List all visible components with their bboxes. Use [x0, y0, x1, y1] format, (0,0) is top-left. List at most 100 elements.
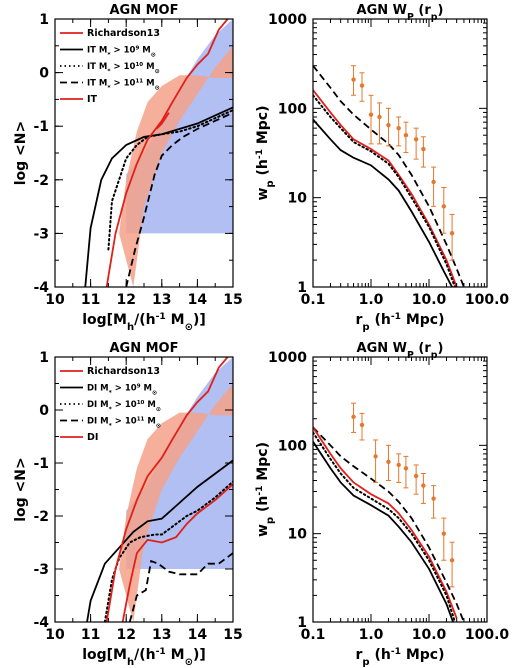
y-tick-label: 1 — [39, 12, 49, 28]
legend-label-part: * — [107, 68, 111, 75]
y-tick-label: 1000 — [268, 350, 307, 366]
data-point — [359, 422, 365, 428]
series-line-3 — [313, 118, 453, 287]
x-tick-label: 11 — [81, 292, 100, 308]
data-point — [449, 231, 455, 236]
error-bars — [351, 65, 455, 261]
y-axis-label: log <N> — [13, 121, 29, 186]
legend-label-part: > 10 — [111, 46, 136, 56]
data-point — [377, 114, 382, 120]
series-line-1 — [313, 426, 458, 619]
plot-frame — [312, 18, 488, 288]
series-line-2 — [121, 483, 233, 622]
y-axis-label-part: p — [265, 517, 276, 524]
panel-title-part: P — [407, 12, 414, 23]
data-point — [413, 137, 419, 142]
x-tick-label: 15 — [223, 292, 242, 308]
data-point — [441, 204, 447, 209]
x-axis-label-part: )] — [193, 647, 206, 663]
x-tick-label: 10 — [45, 627, 65, 643]
x-tick-label: 1.0 — [359, 292, 384, 308]
data-point — [449, 558, 455, 563]
y-axis-label-part: w — [255, 524, 271, 537]
data-point — [403, 133, 409, 138]
legend-label-part: 10 — [135, 62, 143, 68]
y-tick-label: 0 — [39, 403, 49, 419]
legend-label-part: ⊙ — [155, 84, 160, 91]
legend-label-part: M — [141, 384, 152, 394]
series-line-3 — [313, 441, 454, 622]
x-tick-label: 10.0 — [412, 292, 447, 308]
legend-label-part: M — [139, 46, 150, 56]
salmon-band — [119, 45, 233, 287]
panel-title: AGN WP (rp) — [357, 3, 444, 23]
panel-title-part: ) — [437, 341, 443, 356]
panel-title-part: AGN W — [357, 341, 407, 356]
data-point — [368, 112, 374, 117]
legend-label-part: 11 — [135, 79, 143, 85]
x-axis-label-part: h — [127, 657, 134, 668]
panel-title-part: ) — [437, 3, 443, 18]
legend-label-part: ⊙ — [156, 422, 161, 429]
x-axis-label-part: -1 — [156, 647, 166, 657]
x-axis-label-part: M — [166, 647, 185, 663]
x-axis-label-part: p — [362, 657, 369, 668]
y-axis-label-part: p — [265, 180, 276, 187]
x-tick-label: 13 — [152, 292, 171, 308]
y-tick-label: 100 — [278, 101, 307, 117]
x-axis-label-part: ⊙ — [185, 657, 193, 668]
y-tick-label: -2 — [33, 173, 49, 189]
data-point — [403, 466, 409, 471]
data-point — [441, 531, 447, 536]
data-point — [351, 414, 356, 420]
x-axis-label-part: M — [166, 312, 185, 328]
x-axis-label: rp (h-1 Mpc) — [355, 647, 444, 668]
x-tick-label: 13 — [152, 627, 171, 643]
data-point — [431, 496, 436, 501]
data-point — [431, 179, 436, 185]
series-line-1 — [103, 480, 233, 622]
data-point — [413, 473, 419, 479]
series-line-0 — [84, 106, 233, 287]
x-axis-label-part: /(h — [134, 647, 155, 663]
y-axis-label-part: -1 — [255, 486, 265, 496]
x-tick-label: 0.1 — [301, 292, 326, 308]
series-line-0 — [313, 426, 465, 622]
legend-label: IT M* > 1010 M⊙ — [87, 62, 160, 75]
y-axis-label-part: (h — [255, 496, 271, 517]
legend-label-part: * — [107, 51, 111, 58]
legend-label: IT M* > 1011 M⊙ — [87, 79, 160, 92]
panel-title: AGN WP (rp) — [357, 341, 444, 361]
legend-label: DI M* > 1010 M⊙ — [87, 400, 161, 413]
plot-frame — [312, 356, 488, 623]
x-axis-label: log[Mh/(h-1 M⊙)] — [82, 312, 206, 333]
y-tick-label: 1000 — [268, 12, 307, 28]
legend-label: DI M* > 1011 M⊙ — [87, 417, 161, 430]
x-axis-label-part: Mpc) — [401, 312, 445, 328]
legend-label-part: Richardson13 — [87, 366, 160, 377]
y-tick-label: 1 — [297, 615, 307, 631]
salmon-band — [119, 383, 233, 622]
panel-title-part: p — [431, 350, 438, 361]
plot-area — [313, 65, 465, 287]
x-axis-label-part: )] — [193, 312, 206, 328]
legend-label-part: 9 — [137, 384, 141, 390]
x-tick-label: 0.1 — [301, 627, 326, 643]
x-tick-label: 14 — [188, 292, 208, 308]
panel-title: AGN MOF — [109, 3, 178, 18]
legend-label-part: > 10 — [111, 79, 136, 89]
y-axis-label-part: w — [255, 188, 271, 201]
series-line-4 — [155, 112, 170, 130]
y-tick-label: 100 — [278, 438, 307, 454]
legend-label: IT — [87, 94, 98, 105]
legend-label-part: IT M — [87, 79, 107, 89]
x-tick-label: 15 — [223, 627, 242, 643]
y-tick-label: -3 — [33, 226, 49, 242]
legend-label-part: DI — [87, 432, 98, 443]
data-point — [396, 125, 401, 131]
panel-title-part: P — [407, 350, 414, 361]
legend-label: IT M* > 109 M⊙ — [87, 46, 156, 59]
